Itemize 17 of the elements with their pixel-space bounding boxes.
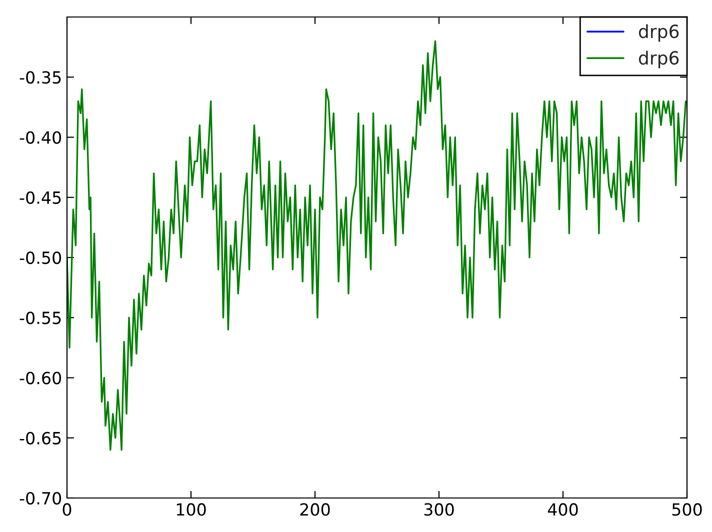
x-tick-label: 200 (300, 503, 330, 516)
legend-label: drp6 (638, 24, 679, 42)
y-tick-label: -0.65 (20, 432, 61, 444)
x-tick-label: 0 (62, 503, 72, 516)
y-tick-label: -0.35 (20, 71, 61, 84)
y-tick-label: -0.55 (20, 312, 61, 324)
y-tick-label: -0.70 (20, 492, 62, 505)
legend-label: drp6 (638, 50, 679, 68)
y-tick-label: -0.45 (20, 191, 61, 204)
y-tick-label: -0.60 (20, 372, 62, 384)
y-tick-label: -0.50 (20, 251, 62, 264)
x-tick-label: 500 (672, 503, 702, 516)
y-tick-label: -0.40 (20, 131, 62, 144)
x-tick-label: 400 (548, 503, 578, 516)
x-tick-label: 300 (424, 503, 454, 516)
x-tick-label: 100 (176, 503, 206, 516)
line-series (67, 40, 687, 451)
